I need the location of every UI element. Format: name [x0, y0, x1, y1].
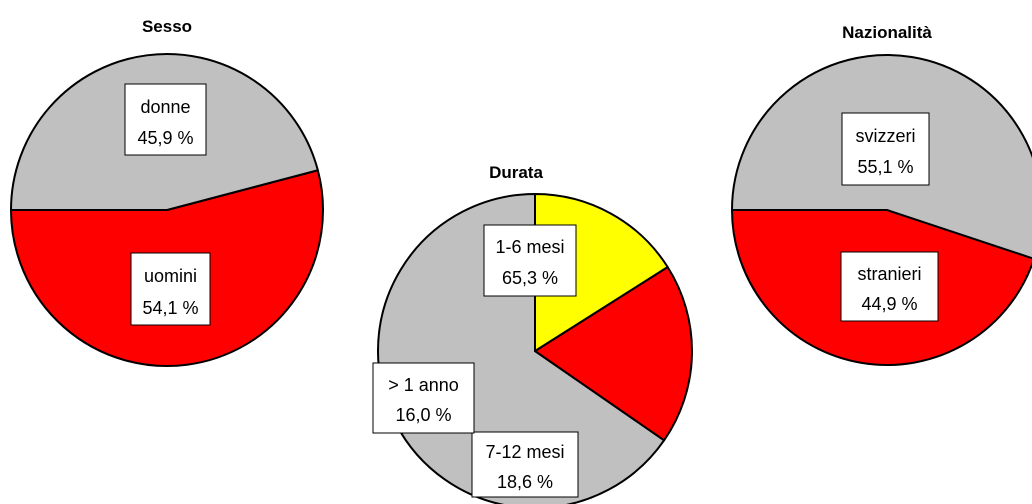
slice-label-name: > 1 anno	[388, 375, 459, 395]
slice-label-name: 1-6 mesi	[495, 237, 564, 257]
slice-label-value: 45,9 %	[137, 128, 193, 148]
pie-chart-sesso: Sesso uomini 54,1 % donne 45,9 %	[10, 17, 324, 367]
slice-label-oltre-1-anno: > 1 anno 16,0 %	[372, 362, 475, 434]
slice-label-name: stranieri	[857, 264, 921, 284]
slice-label-stranieri: stranieri 44,9 %	[840, 251, 939, 322]
slice-label-name: uomini	[144, 266, 197, 286]
slice-label-donne: donne 45,9 %	[124, 83, 207, 156]
slice-label-name: 7-12 mesi	[485, 442, 564, 462]
slice-label-uomini: uomini 54,1 %	[130, 252, 211, 326]
slice-label-value: 44,9 %	[861, 294, 917, 314]
pie-chart-durata: Durata 1-6 mesi 65,3 % 7-12 mesi 18,6 % …	[372, 163, 693, 504]
slice-label-name: donne	[140, 97, 190, 117]
slice-label-1-6-mesi: 1-6 mesi 65,3 %	[483, 224, 577, 297]
slice-label-value: 54,1 %	[142, 298, 198, 318]
pie-chart-nazionalita: Nazionalità stranieri 44,9 % svizzeri 55…	[731, 23, 1032, 366]
slice-label-value: 18,6 %	[497, 472, 553, 492]
chart-title: Nazionalità	[842, 23, 932, 42]
slice-label-7-12-mesi: 7-12 mesi 18,6 %	[471, 431, 579, 498]
slice-label-value: 16,0 %	[395, 405, 451, 425]
slice-label-svizzeri: svizzeri 55,1 %	[841, 112, 930, 186]
chart-title: Durata	[489, 163, 543, 182]
slice-label-value: 65,3 %	[502, 268, 558, 288]
slice-label-name: svizzeri	[855, 126, 915, 146]
slice-label-value: 55,1 %	[857, 157, 913, 177]
chart-title: Sesso	[142, 17, 192, 36]
pie-slice-7-12-mesi	[534, 266, 693, 442]
